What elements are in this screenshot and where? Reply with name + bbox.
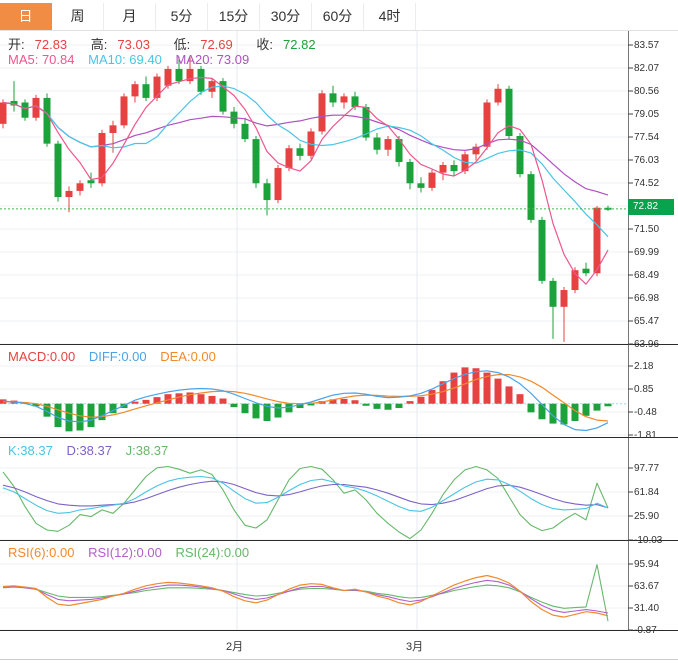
axis-label: 97.77 bbox=[634, 462, 660, 474]
current-price-tag: 72.82 bbox=[628, 199, 674, 215]
axis-label: 83.57 bbox=[634, 39, 660, 51]
close-value: 72.82 bbox=[283, 37, 316, 52]
open-value: 72.83 bbox=[34, 37, 68, 52]
ma20-value: MA20: 73.09 bbox=[175, 52, 250, 67]
axis-label: -0.87 bbox=[634, 624, 657, 636]
axis-label: 82.07 bbox=[634, 62, 660, 74]
axis-label: 65.47 bbox=[634, 315, 660, 327]
rsi24-value: RSI(24):0.00 bbox=[175, 545, 250, 560]
tab-60分[interactable]: 60分 bbox=[312, 3, 364, 30]
rsi12-value: RSI(12):0.00 bbox=[88, 545, 162, 560]
axis-label: -0.48 bbox=[634, 406, 657, 418]
tab-日[interactable]: 日 bbox=[0, 3, 52, 30]
axis-label: 25.90 bbox=[634, 510, 660, 522]
x-axis-label: 3月 bbox=[406, 641, 424, 653]
axis-label: 76.03 bbox=[634, 154, 660, 166]
axis-label: 63.96 bbox=[634, 338, 660, 350]
axis-label: 63.67 bbox=[634, 580, 660, 592]
axis-label: -10.03 bbox=[634, 534, 663, 546]
rsi6-value: RSI(6):0.00 bbox=[8, 545, 75, 560]
tab-5分[interactable]: 5分 bbox=[156, 3, 208, 30]
k-value: K:38.37 bbox=[8, 443, 53, 458]
axis-label: 61.84 bbox=[634, 486, 660, 498]
axis-label: 31.40 bbox=[634, 602, 660, 614]
axis-label: 80.56 bbox=[634, 85, 660, 97]
ma5-value: MA5: 70.84 bbox=[8, 52, 75, 67]
d-value: D:38.37 bbox=[66, 443, 112, 458]
axis-label: 74.52 bbox=[634, 177, 660, 189]
ma10-value: MA10: 69.40 bbox=[88, 52, 162, 67]
tab-月[interactable]: 月 bbox=[104, 3, 156, 30]
high-value: 73.03 bbox=[117, 37, 150, 52]
macd-value: MACD:0.00 bbox=[8, 349, 76, 364]
axis-label: 79.05 bbox=[634, 108, 660, 120]
high-label: 高: 73.03 bbox=[90, 37, 150, 52]
open-label: 开: 72.83 bbox=[8, 37, 68, 52]
close-label: 收: 72.82 bbox=[256, 37, 316, 52]
ma-readout: MA5: 70.84 MA10: 69.40 MA20: 73.09 bbox=[8, 52, 259, 67]
tab-30分[interactable]: 30分 bbox=[260, 3, 312, 30]
ohlc-readout: 开: 72.83 高: 73.03 低: 72.69 收: 72.82 bbox=[8, 34, 336, 53]
tab-15分[interactable]: 15分 bbox=[208, 3, 260, 30]
macd-readout: MACD:0.00 DIFF:0.00 DEA:0.00 bbox=[8, 349, 226, 364]
rsi-readout: RSI(6):0.00 RSI(12):0.00 RSI(24):0.00 bbox=[8, 545, 259, 560]
j-value: J:38.37 bbox=[125, 443, 169, 458]
axis-label: 66.98 bbox=[634, 292, 660, 304]
low-label: 低: 72.69 bbox=[173, 37, 233, 52]
axis-label: 2.18 bbox=[634, 360, 654, 372]
tab-周[interactable]: 周 bbox=[52, 3, 104, 30]
axis-label: 68.49 bbox=[634, 269, 660, 281]
axis-label: 95.94 bbox=[634, 558, 660, 570]
axis-label: 69.99 bbox=[634, 246, 660, 258]
axis-label: -1.81 bbox=[634, 429, 657, 441]
x-axis-label: 2月 bbox=[226, 641, 244, 653]
tab-4时[interactable]: 4时 bbox=[364, 3, 416, 30]
timeframe-tabbar: 日周月 5分 15分 30分 60分 4时 bbox=[0, 0, 678, 31]
kdj-readout: K:38.37 D:38.37 J:38.37 bbox=[8, 443, 178, 458]
axis-label: 77.54 bbox=[634, 131, 660, 143]
axis-label: 71.50 bbox=[634, 223, 660, 235]
low-value: 72.69 bbox=[200, 37, 233, 52]
axis-label: 0.85 bbox=[634, 383, 654, 395]
dea-value: DEA:0.00 bbox=[160, 349, 216, 364]
diff-value: DIFF:0.00 bbox=[88, 349, 147, 364]
